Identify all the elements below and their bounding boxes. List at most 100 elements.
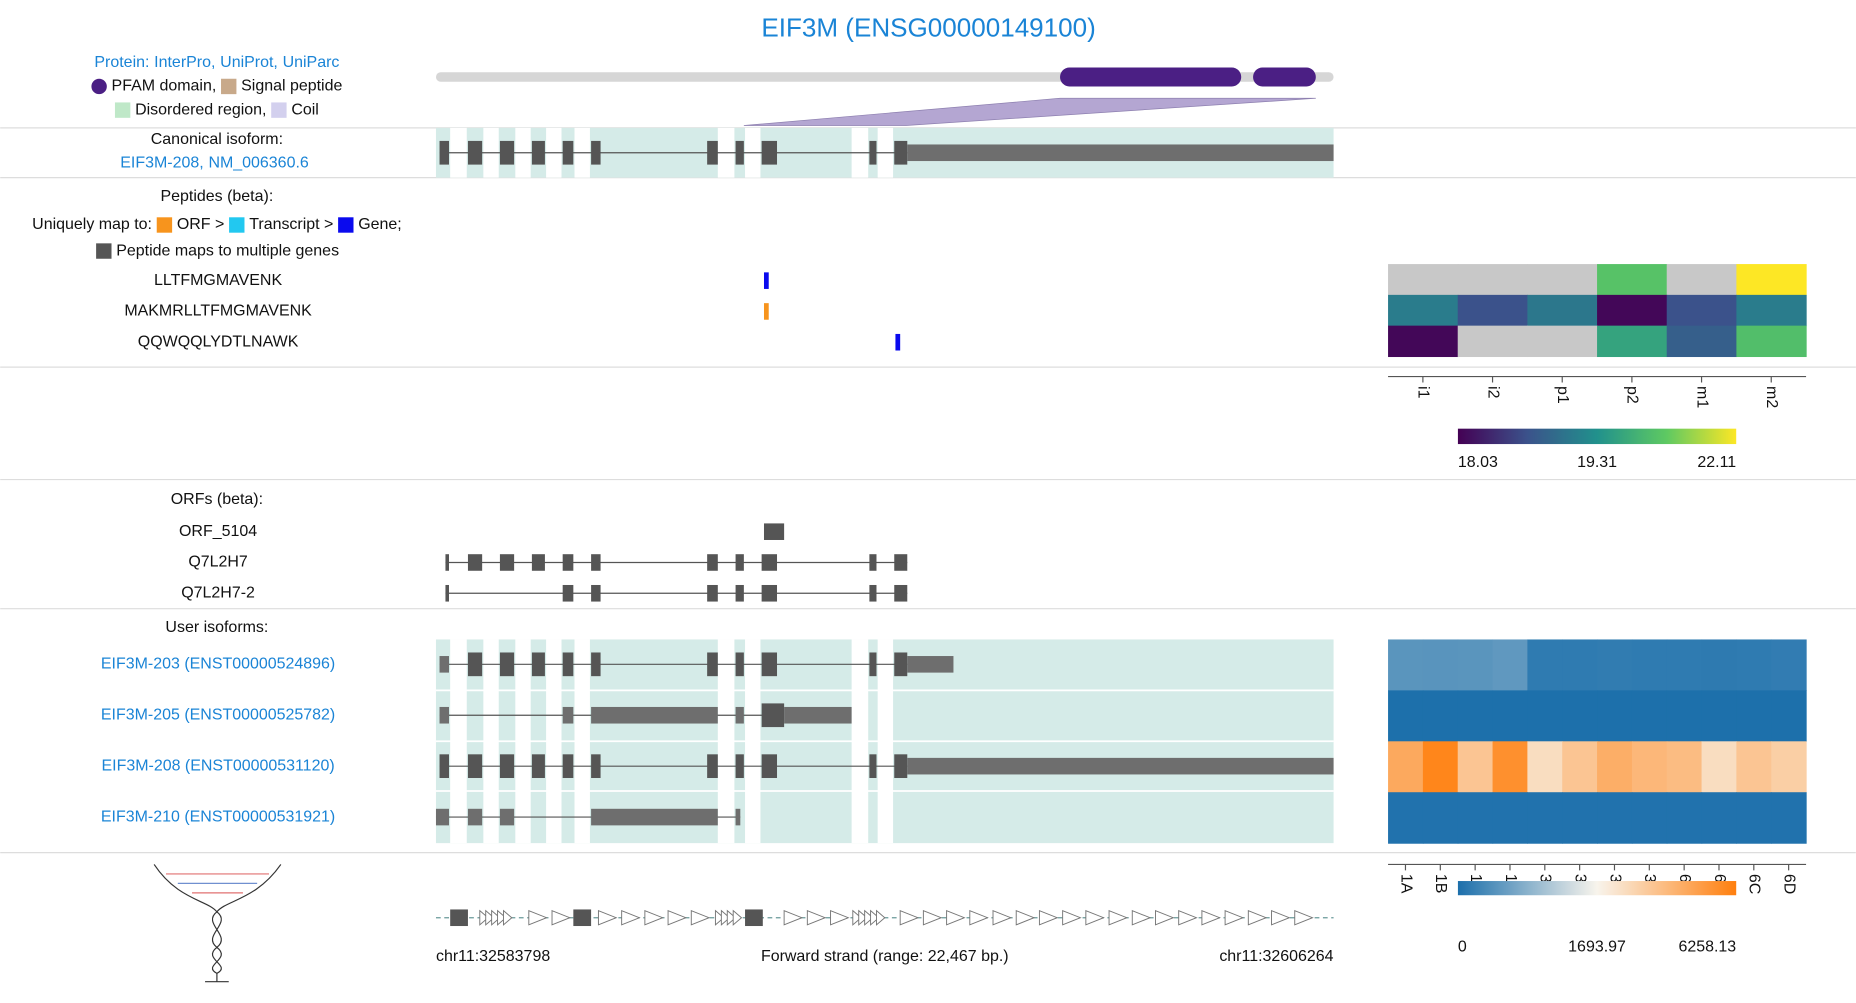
exon bbox=[531, 554, 545, 571]
heatmap-cell bbox=[1527, 325, 1598, 358]
exon bbox=[761, 754, 778, 779]
legend-label: Gene; bbox=[358, 216, 402, 233]
heatmap-cell bbox=[1422, 690, 1459, 742]
strand-arrow bbox=[714, 909, 725, 926]
exon bbox=[591, 584, 601, 602]
orf-name: Q7L2H7 bbox=[188, 554, 248, 571]
strand-arrow bbox=[899, 909, 920, 926]
section-label: User isoforms: bbox=[165, 619, 268, 636]
isoform-link[interactable]: EIF3M-210 (ENST00000531921) bbox=[101, 808, 335, 825]
strand-arrow bbox=[946, 909, 966, 926]
utr bbox=[439, 706, 449, 724]
exon bbox=[735, 584, 744, 602]
legend-label: Signal peptide bbox=[241, 78, 342, 95]
utr bbox=[907, 757, 1334, 775]
genome-start: chr11:32583798 bbox=[436, 948, 550, 965]
heatmap-cell bbox=[1597, 264, 1668, 296]
strand-arrow bbox=[502, 909, 513, 926]
heatmap-cell bbox=[1736, 792, 1772, 844]
heatmap-cell bbox=[1597, 294, 1668, 327]
utr bbox=[907, 656, 954, 673]
utr bbox=[499, 808, 515, 826]
heatmap-cell bbox=[1771, 792, 1807, 844]
exon bbox=[894, 140, 908, 165]
exon bbox=[562, 754, 574, 779]
isoform-link[interactable]: EIF3M-208 (ENST00000531120) bbox=[102, 757, 335, 774]
heatmap-column-label: i2 bbox=[1484, 386, 1501, 399]
strand-arrow bbox=[732, 909, 743, 926]
heatmap-cell bbox=[1457, 294, 1528, 327]
heatmap-column-label: p2 bbox=[1624, 386, 1641, 404]
legend-swatch bbox=[114, 102, 131, 118]
heatmap-cell bbox=[1597, 639, 1633, 691]
orf-name: ORF_5104 bbox=[179, 523, 257, 540]
strand-arrow bbox=[1247, 909, 1268, 926]
heatmap-column-label: 6D bbox=[1780, 874, 1797, 894]
heatmap-cell bbox=[1666, 741, 1703, 793]
heatmap-cell bbox=[1631, 690, 1668, 742]
strand-arrow bbox=[720, 909, 731, 926]
heatmap-cell bbox=[1388, 639, 1424, 691]
exon bbox=[894, 554, 908, 571]
colorbar-label: 19.31 bbox=[1577, 454, 1617, 471]
legend-label: Disordered region, bbox=[135, 101, 266, 118]
heatmap-cell bbox=[1457, 792, 1494, 844]
colorbar-label: 18.03 bbox=[1458, 454, 1498, 471]
page-title: EIF3M (ENSG00000149100) bbox=[761, 12, 1095, 42]
domain-zoom bbox=[743, 97, 1316, 126]
exon bbox=[707, 140, 718, 165]
heatmap-cell bbox=[1701, 792, 1737, 844]
protein-link[interactable]: InterPro, bbox=[154, 54, 215, 71]
protein-link[interactable]: UniParc bbox=[283, 54, 340, 71]
heatmap-cell bbox=[1666, 792, 1703, 844]
strand-arrow bbox=[1131, 909, 1152, 926]
legend-label: Transcript > bbox=[249, 216, 333, 233]
strand-arrow bbox=[1038, 909, 1059, 926]
canonical-link[interactable]: NM_006360.6 bbox=[208, 155, 308, 172]
utr bbox=[439, 656, 449, 673]
utr bbox=[735, 706, 744, 724]
isoform-link[interactable]: EIF3M-205 (ENST00000525782) bbox=[101, 706, 335, 723]
utr bbox=[907, 144, 1334, 162]
heatmap-cell bbox=[1666, 294, 1737, 327]
strand-arrow bbox=[783, 909, 804, 926]
heatmap-column-label: m2 bbox=[1763, 386, 1780, 408]
heatmap-cell bbox=[1492, 741, 1528, 793]
heatmap-cell bbox=[1562, 639, 1598, 691]
exon bbox=[531, 754, 545, 779]
heatmap-cell bbox=[1562, 792, 1598, 844]
strand-arrow bbox=[969, 909, 989, 926]
utr bbox=[562, 706, 574, 724]
heatmap-cell bbox=[1492, 639, 1528, 691]
isoform-link[interactable]: EIF3M-203 (ENST00000524896) bbox=[101, 656, 335, 673]
canonical-link[interactable]: EIF3M-208, bbox=[120, 155, 203, 172]
heatmap-cell bbox=[1527, 294, 1598, 327]
heatmap-cell bbox=[1388, 294, 1459, 327]
strand-arrow bbox=[528, 909, 548, 926]
section-label: Peptides (beta): bbox=[161, 188, 274, 205]
strand-arrow bbox=[551, 909, 572, 926]
exon bbox=[467, 554, 483, 571]
protein-link[interactable]: UniProt, bbox=[220, 54, 278, 71]
utr bbox=[784, 706, 852, 724]
heatmap-cell bbox=[1736, 690, 1772, 742]
colorbar-label: 22.11 bbox=[1697, 454, 1736, 471]
heatmap-cell bbox=[1701, 639, 1737, 691]
heatmap-cell bbox=[1457, 325, 1528, 358]
section-label: ORFs (beta): bbox=[171, 491, 263, 508]
heatmap-cell bbox=[1771, 741, 1807, 793]
legend-label: Peptide maps to multiple genes bbox=[116, 242, 339, 259]
heatmap-cell bbox=[1597, 741, 1633, 793]
exon bbox=[531, 140, 545, 165]
legend-swatch bbox=[96, 243, 112, 259]
colorbar-label: 1693.97 bbox=[1568, 939, 1626, 956]
peptide-mark bbox=[763, 272, 769, 289]
exon bbox=[761, 554, 778, 571]
legend-swatch bbox=[156, 217, 173, 233]
strand-arrow bbox=[922, 909, 943, 926]
exon bbox=[894, 584, 908, 602]
strand-arrow bbox=[497, 909, 507, 926]
heatmap-cell bbox=[1736, 294, 1807, 327]
exon bbox=[591, 754, 601, 779]
